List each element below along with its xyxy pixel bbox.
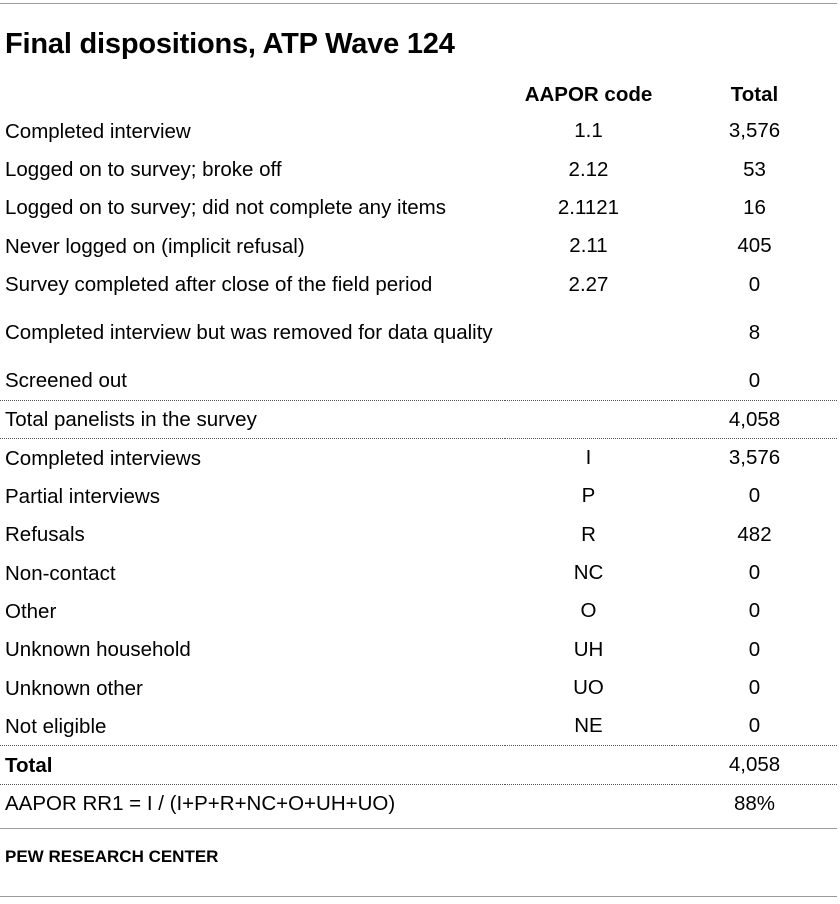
header-label bbox=[0, 78, 505, 112]
row-total: 3,576 bbox=[728, 119, 781, 143]
row-label: AAPOR RR1 = I / (I+P+R+NC+O+UH+UO) bbox=[0, 783, 505, 823]
table-row: Completed interview but was removed for … bbox=[0, 304, 837, 362]
row-label: Completed interview but was removed for … bbox=[5, 321, 493, 345]
header-aapor-code: AAPOR code bbox=[524, 83, 653, 106]
row-code: R bbox=[581, 522, 596, 546]
row-label: Screened out bbox=[5, 369, 127, 393]
row-label: Refusals bbox=[5, 523, 85, 547]
bottom-rule bbox=[0, 896, 837, 897]
row-total: 405 bbox=[737, 234, 772, 258]
page-title: Final dispositions, ATP Wave 124 bbox=[5, 28, 455, 60]
row-total: 4,058 bbox=[672, 745, 837, 785]
row-label: Logged on to survey; broke off bbox=[5, 158, 282, 182]
table-row: Non-contact NC 0 bbox=[0, 554, 837, 592]
table-row: Partial interviews P 0 bbox=[0, 477, 837, 515]
row-code bbox=[505, 783, 672, 823]
row-label: Non-contact bbox=[5, 561, 116, 585]
table-row: Completed interview 1.1 3,576 bbox=[0, 112, 837, 150]
row-label: Completed interview bbox=[5, 119, 191, 143]
row-code: 2.1121 bbox=[557, 195, 620, 219]
row-code bbox=[505, 745, 672, 785]
row-code: NC bbox=[573, 561, 604, 585]
row-total: 8 bbox=[748, 320, 761, 344]
table-row: Unknown household UH 0 bbox=[0, 631, 837, 669]
table-row: Refusals R 482 bbox=[0, 516, 837, 554]
row-code bbox=[505, 362, 672, 400]
row-code: UO bbox=[573, 676, 604, 700]
row-code: 2.27 bbox=[568, 272, 609, 296]
row-total: 16 bbox=[743, 195, 766, 219]
source-credit: PEW RESEARCH CENTER bbox=[5, 847, 219, 866]
row-total: 482 bbox=[737, 522, 772, 546]
table-row-total: Total 4,058 bbox=[0, 745, 837, 785]
row-code bbox=[505, 304, 672, 362]
row-label: Unknown other bbox=[5, 676, 143, 700]
table-row: Logged on to survey; did not complete an… bbox=[0, 189, 837, 227]
row-label: Logged on to survey; did not complete an… bbox=[5, 196, 447, 220]
row-total: 0 bbox=[748, 637, 761, 661]
source-rule bbox=[0, 828, 837, 829]
row-label: Survey completed after close of the fiel… bbox=[5, 273, 433, 297]
row-label: Not eligible bbox=[5, 714, 107, 738]
table-row: Completed interviews I 3,576 bbox=[0, 438, 837, 478]
row-label: Other bbox=[5, 599, 57, 623]
row-label: Partial interviews bbox=[5, 484, 160, 508]
row-code: 2.12 bbox=[568, 157, 609, 181]
row-label: Total panelists in the survey bbox=[0, 399, 505, 439]
table-row-subtotal: Total panelists in the survey 4,058 bbox=[0, 399, 837, 439]
row-code: O bbox=[580, 599, 597, 623]
table-row-response-rate: AAPOR RR1 = I / (I+P+R+NC+O+UH+UO) 88% bbox=[0, 783, 837, 823]
row-total: 0 bbox=[748, 484, 761, 508]
row-code: UH bbox=[573, 637, 604, 661]
table-row: Screened out 0 bbox=[0, 362, 837, 400]
table-row: Never logged on (implicit refusal) 2.11 … bbox=[0, 227, 837, 265]
table-row: Logged on to survey; broke off 2.12 53 bbox=[0, 150, 837, 188]
row-label: Unknown household bbox=[5, 638, 191, 662]
row-label: Completed interviews bbox=[0, 438, 505, 478]
row-total: 0 bbox=[748, 272, 761, 296]
row-code: 2.11 bbox=[569, 234, 608, 258]
row-total: 0 bbox=[748, 368, 761, 392]
table-row: Survey completed after close of the fiel… bbox=[0, 266, 837, 304]
table-row: Not eligible NE 0 bbox=[0, 707, 837, 745]
row-total: 3,576 bbox=[672, 438, 837, 478]
row-total: 0 bbox=[748, 599, 761, 623]
row-total: 0 bbox=[748, 714, 761, 738]
row-label: Never logged on (implicit refusal) bbox=[5, 234, 305, 258]
row-total: 0 bbox=[748, 676, 761, 700]
table-row: Unknown other UO 0 bbox=[0, 669, 837, 707]
row-total: 53 bbox=[743, 157, 766, 181]
row-code: P bbox=[581, 484, 596, 508]
row-total: 88% bbox=[672, 783, 837, 823]
dispositions-table: AAPOR code Total Completed interview 1.1… bbox=[0, 78, 837, 823]
row-label: Total bbox=[0, 745, 505, 785]
table-row: Other O 0 bbox=[0, 592, 837, 630]
row-total: 0 bbox=[748, 561, 761, 585]
table-header-row: AAPOR code Total bbox=[0, 78, 837, 112]
row-code: NE bbox=[574, 714, 603, 738]
top-rule bbox=[0, 3, 837, 4]
row-code: 1.1 bbox=[574, 119, 603, 143]
header-total: Total bbox=[730, 83, 779, 106]
row-code: I bbox=[505, 438, 672, 478]
row-code bbox=[505, 399, 672, 439]
row-total: 4,058 bbox=[672, 399, 837, 439]
